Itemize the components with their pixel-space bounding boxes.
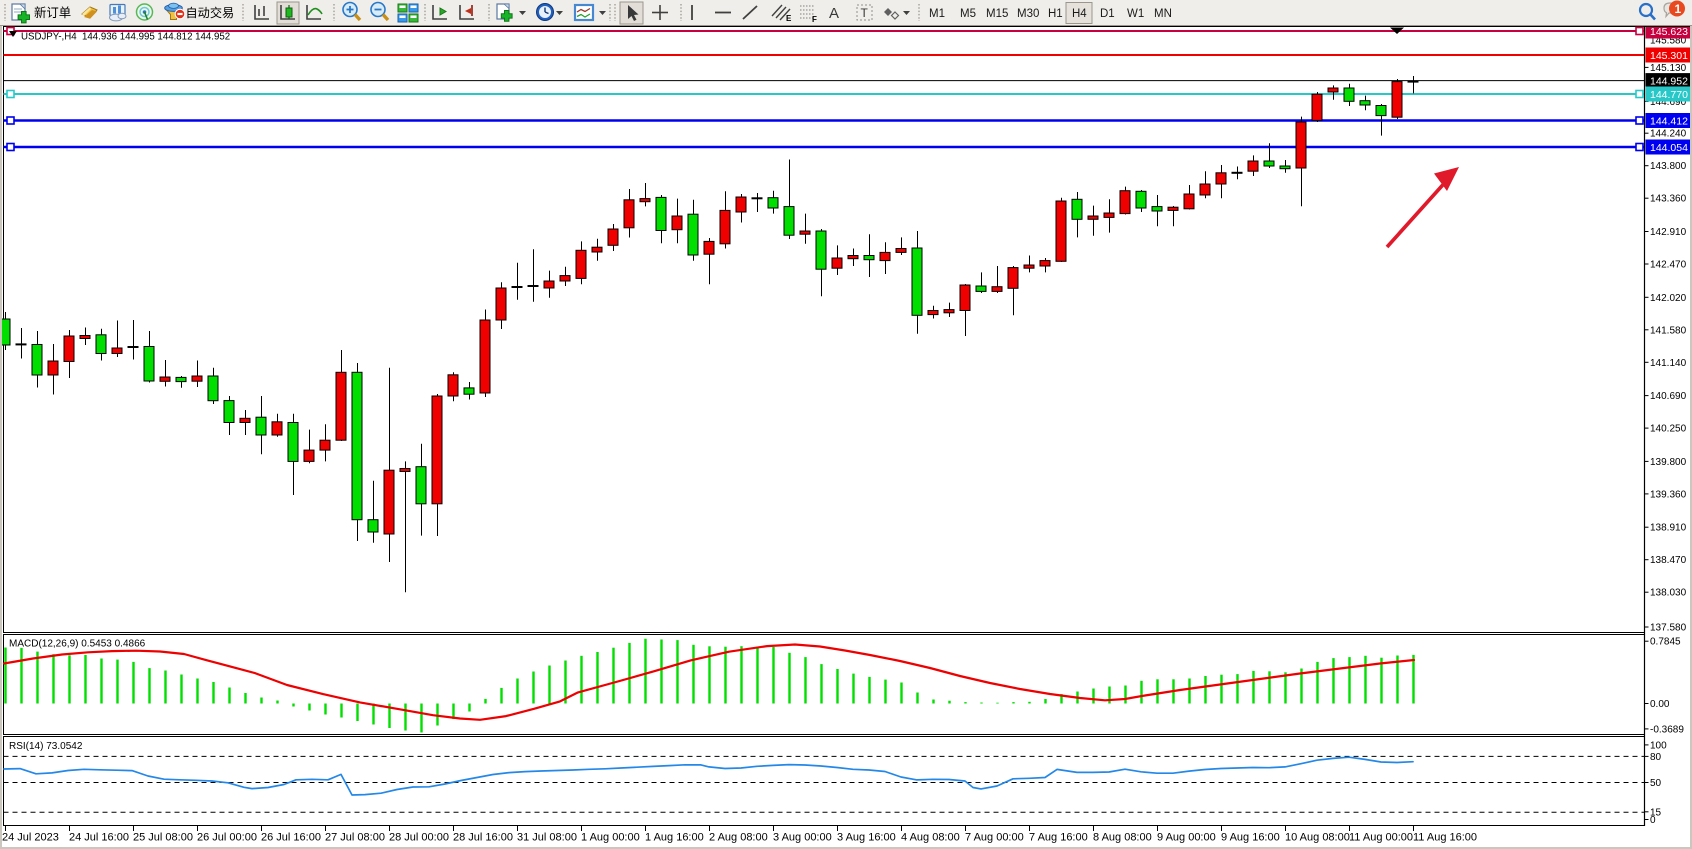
svg-text:1 Aug 16:00: 1 Aug 16:00 <box>645 832 704 844</box>
svg-text:H4: H4 <box>1072 8 1087 20</box>
svg-text:142.020: 142.020 <box>1650 293 1687 304</box>
svg-text:15: 15 <box>1650 807 1662 818</box>
svg-text:138.910: 138.910 <box>1650 523 1687 534</box>
svg-text:F: F <box>812 15 817 24</box>
svg-text:7 Aug 16:00: 7 Aug 16:00 <box>1029 832 1088 844</box>
svg-text:1 Aug 00:00: 1 Aug 00:00 <box>581 832 640 844</box>
svg-text:144.770: 144.770 <box>1650 89 1688 101</box>
svg-text:26 Jul 00:00: 26 Jul 00:00 <box>197 832 257 844</box>
svg-text:RSI(14) 73.0542: RSI(14) 73.0542 <box>9 741 83 752</box>
svg-text:142.910: 142.910 <box>1650 227 1687 238</box>
svg-text:0.00: 0.00 <box>1650 699 1670 710</box>
svg-text:W1: W1 <box>1127 8 1144 20</box>
svg-text:H1: H1 <box>1048 8 1063 20</box>
svg-text:26 Jul 16:00: 26 Jul 16:00 <box>261 832 321 844</box>
svg-text:24 Jul 16:00: 24 Jul 16:00 <box>69 832 129 844</box>
svg-text:144.690: 144.690 <box>1650 97 1687 108</box>
svg-text:140.690: 140.690 <box>1650 391 1687 402</box>
svg-text:4 Aug 08:00: 4 Aug 08:00 <box>901 832 960 844</box>
svg-text:USDJPY-,H4 144.936 144.995 14: USDJPY-,H4 144.936 144.995 144.812 144.9… <box>21 32 230 43</box>
svg-text:141.140: 141.140 <box>1650 358 1687 369</box>
svg-text:2 Aug 08:00: 2 Aug 08:00 <box>709 832 768 844</box>
svg-text:145.130: 145.130 <box>1650 63 1687 74</box>
svg-text:24 Jul 2023: 24 Jul 2023 <box>2 832 59 844</box>
svg-text:80: 80 <box>1650 752 1662 763</box>
svg-text:137.580: 137.580 <box>1650 623 1687 634</box>
svg-text:25 Jul 08:00: 25 Jul 08:00 <box>133 832 193 844</box>
svg-text:MN: MN <box>1154 8 1172 20</box>
svg-text:M30: M30 <box>1017 8 1039 20</box>
svg-text:8 Aug 08:00: 8 Aug 08:00 <box>1093 832 1152 844</box>
svg-text:142.470: 142.470 <box>1650 260 1687 271</box>
svg-text:144.240: 144.240 <box>1650 129 1687 140</box>
svg-text:3 Aug 16:00: 3 Aug 16:00 <box>837 832 896 844</box>
svg-text:28 Jul 00:00: 28 Jul 00:00 <box>389 832 449 844</box>
svg-text:自动交易: 自动交易 <box>186 5 235 20</box>
svg-text:31 Jul 08:00: 31 Jul 08:00 <box>517 832 577 844</box>
svg-text:E: E <box>786 14 792 23</box>
svg-text:144.952: 144.952 <box>1650 75 1688 87</box>
svg-text:10 Aug 08:00: 10 Aug 08:00 <box>1285 832 1350 844</box>
svg-text:M5: M5 <box>960 8 976 20</box>
svg-text:139.800: 139.800 <box>1650 457 1687 468</box>
svg-text:100: 100 <box>1650 740 1667 751</box>
svg-text:0.7845: 0.7845 <box>1650 637 1681 648</box>
svg-text:28 Jul 16:00: 28 Jul 16:00 <box>453 832 513 844</box>
svg-text:141.580: 141.580 <box>1650 325 1687 336</box>
svg-text:7 Aug 00:00: 7 Aug 00:00 <box>965 832 1024 844</box>
svg-text:11 Aug 00:00: 11 Aug 00:00 <box>1349 832 1413 844</box>
svg-text:新订单: 新订单 <box>34 5 71 20</box>
svg-text:1: 1 <box>1675 2 1682 16</box>
svg-text:D1: D1 <box>1100 8 1115 20</box>
svg-text:138.030: 138.030 <box>1650 588 1687 599</box>
svg-text:11 Aug 16:00: 11 Aug 16:00 <box>1413 832 1477 844</box>
svg-text:27 Jul 08:00: 27 Jul 08:00 <box>325 832 385 844</box>
svg-text:9 Aug 00:00: 9 Aug 00:00 <box>1157 832 1216 844</box>
svg-text:145.580: 145.580 <box>1650 36 1687 47</box>
svg-text:A: A <box>829 5 839 22</box>
svg-text:138.470: 138.470 <box>1650 555 1687 566</box>
svg-text:144.412: 144.412 <box>1650 115 1688 127</box>
svg-text:143.360: 143.360 <box>1650 194 1687 205</box>
svg-text:MACD(12,26,9) 0.5453 0.4866: MACD(12,26,9) 0.5453 0.4866 <box>9 639 146 650</box>
svg-text:T: T <box>861 6 869 20</box>
svg-text:140.250: 140.250 <box>1650 424 1687 435</box>
svg-text:M15: M15 <box>986 8 1008 20</box>
svg-text:145.623: 145.623 <box>1650 26 1688 38</box>
svg-text:145.301: 145.301 <box>1650 50 1688 62</box>
svg-text:50: 50 <box>1650 778 1662 789</box>
svg-text:144.054: 144.054 <box>1650 142 1688 154</box>
svg-text:-0.3689: -0.3689 <box>1650 724 1684 735</box>
svg-text:3 Aug 00:00: 3 Aug 00:00 <box>773 832 832 844</box>
svg-text:0: 0 <box>1650 815 1656 826</box>
svg-text:M1: M1 <box>929 8 945 20</box>
svg-text:139.360: 139.360 <box>1650 489 1687 500</box>
svg-text:9 Aug 16:00: 9 Aug 16:00 <box>1221 832 1280 844</box>
svg-text:143.800: 143.800 <box>1650 161 1687 172</box>
